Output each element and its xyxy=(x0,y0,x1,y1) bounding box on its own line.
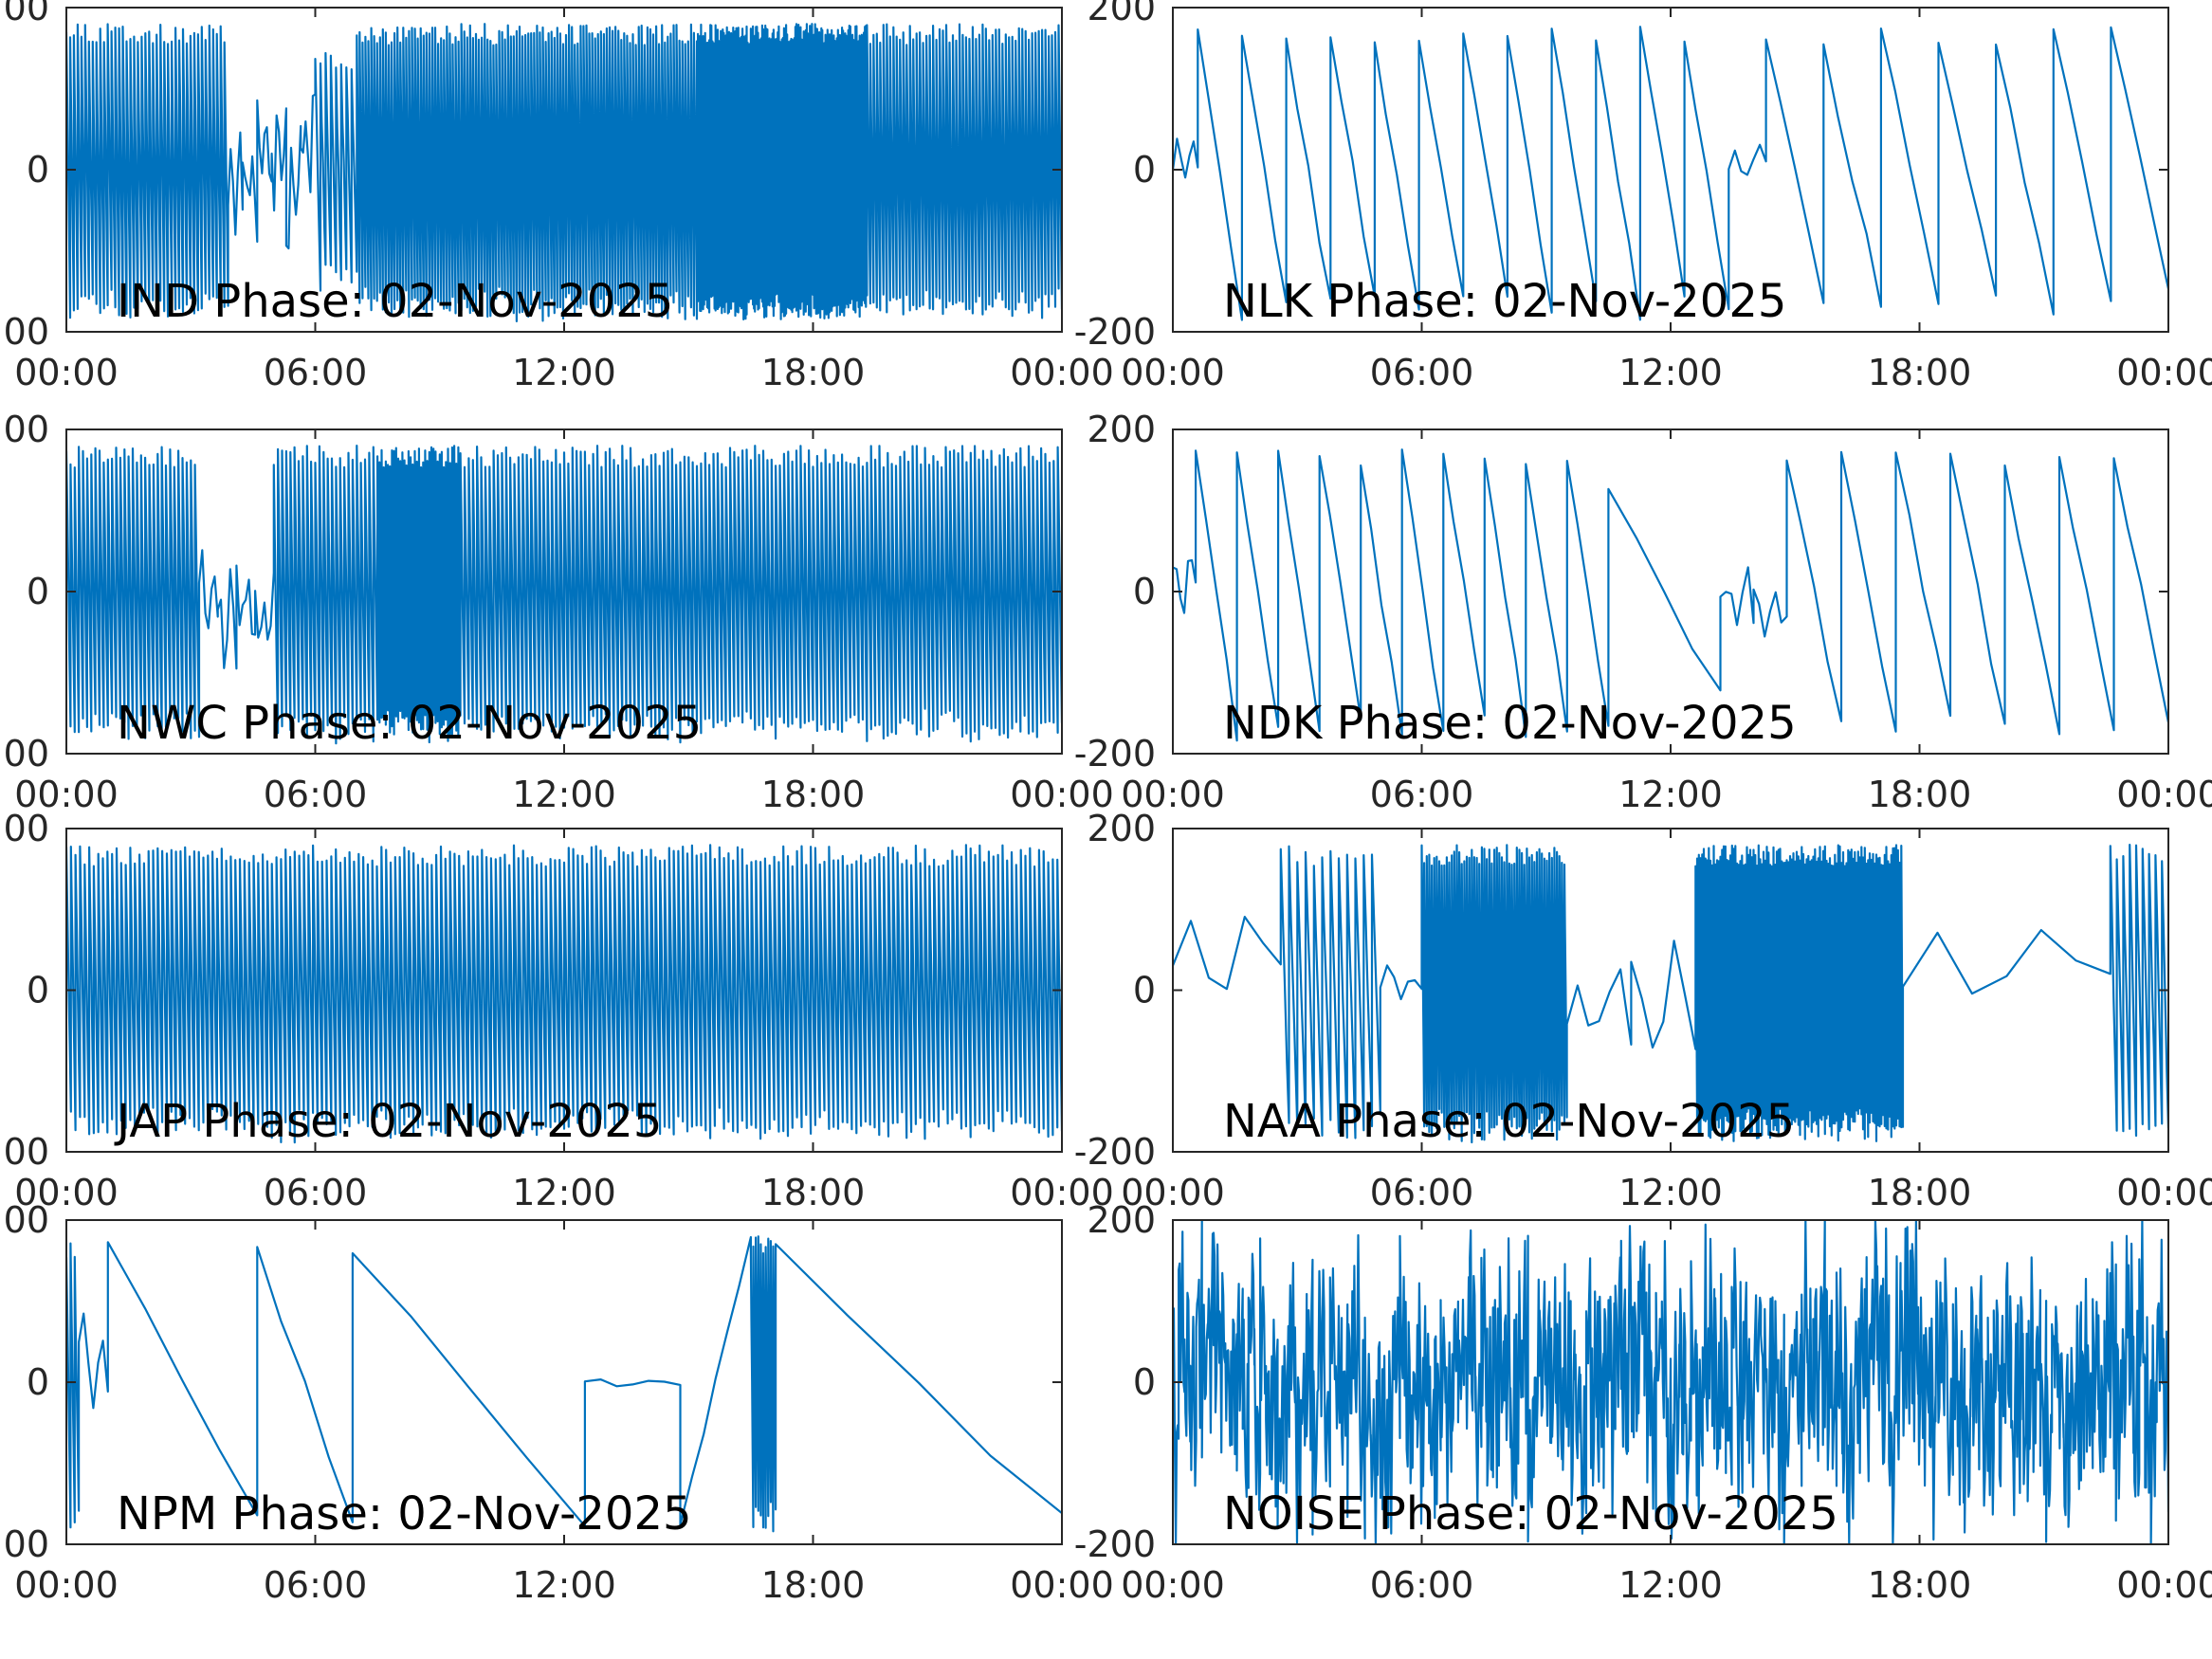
x-tick-label: 18:00 xyxy=(1868,774,1972,815)
x-tick-label: 12:00 xyxy=(1618,1564,1723,1606)
y-tick-label: 200 xyxy=(0,409,49,450)
y-tick-label: 0 xyxy=(1133,970,1156,1012)
x-tick-label: 18:00 xyxy=(1868,1564,1972,1606)
y-tick-label: 200 xyxy=(1087,0,1156,28)
x-tick-label: 18:00 xyxy=(761,1564,866,1606)
phase-series-line xyxy=(66,23,1062,322)
x-tick-label: 00:00 xyxy=(2116,1564,2212,1606)
plot-area xyxy=(66,1220,1062,1544)
phase-series-line xyxy=(1173,844,2168,1144)
x-tick-label: 00:00 xyxy=(14,774,119,815)
y-tick-label: 0 xyxy=(1133,1361,1156,1403)
x-tick-label: 12:00 xyxy=(512,1564,616,1606)
y-tick-label: 0 xyxy=(27,571,49,612)
x-tick-label: 18:00 xyxy=(761,774,866,815)
x-tick-label: 00:00 xyxy=(14,1172,119,1213)
y-tick-label: -200 xyxy=(0,733,49,775)
y-tick-label: 0 xyxy=(1133,149,1156,191)
x-tick-label: 00:00 xyxy=(1010,1564,1114,1606)
x-tick-label: 12:00 xyxy=(1618,1172,1723,1213)
plot-area xyxy=(1173,8,2168,332)
y-tick-label: 200 xyxy=(0,1199,49,1241)
y-tick-label: -200 xyxy=(1074,1131,1156,1173)
phase-series-line xyxy=(1173,26,2168,321)
x-tick-label: 06:00 xyxy=(264,352,368,393)
x-tick-label: 00:00 xyxy=(2116,1172,2212,1213)
y-tick-label: -200 xyxy=(0,1131,49,1173)
phase-series-line xyxy=(66,445,1062,745)
x-tick-label: 06:00 xyxy=(1370,1172,1474,1213)
panel-title: NDK Phase: 02-Nov-2025 xyxy=(1223,697,1797,750)
panel-title: NAA Phase: 02-Nov-2025 xyxy=(1223,1095,1795,1148)
x-tick-label: 12:00 xyxy=(512,774,616,815)
plot-area xyxy=(1173,429,2168,754)
y-tick-label: 200 xyxy=(1087,808,1156,849)
x-tick-label: 06:00 xyxy=(264,1564,368,1606)
x-tick-label: 18:00 xyxy=(1868,352,1972,393)
y-tick-label: -200 xyxy=(1074,1523,1156,1565)
x-tick-label: 00:00 xyxy=(1010,352,1114,393)
phase-series-line xyxy=(66,844,1062,1144)
x-tick-label: 06:00 xyxy=(1370,1564,1474,1606)
x-tick-label: 00:00 xyxy=(1121,1172,1225,1213)
phase-series-line xyxy=(1173,448,2168,742)
y-tick-label: -200 xyxy=(1074,311,1156,353)
y-tick-label: 200 xyxy=(1087,1199,1156,1241)
x-tick-label: 06:00 xyxy=(1370,774,1474,815)
phase-series-line xyxy=(66,1235,1062,1533)
x-tick-label: 12:00 xyxy=(1618,774,1723,815)
x-tick-label: 00:00 xyxy=(2116,352,2212,393)
y-tick-label: 0 xyxy=(1133,571,1156,612)
x-tick-label: 06:00 xyxy=(264,774,368,815)
phase-series-line xyxy=(1173,1220,2168,1544)
x-tick-label: 12:00 xyxy=(512,352,616,393)
panel-title: NWC Phase: 02-Nov-2025 xyxy=(117,697,702,750)
y-tick-label: 200 xyxy=(1087,409,1156,450)
y-tick-label: 0 xyxy=(27,1361,49,1403)
x-tick-label: 18:00 xyxy=(1868,1172,1972,1213)
x-tick-label: 18:00 xyxy=(761,352,866,393)
x-tick-label: 00:00 xyxy=(1010,1172,1114,1213)
panel-title: IND Phase: 02-Nov-2025 xyxy=(117,275,673,328)
x-tick-label: 00:00 xyxy=(1121,774,1225,815)
x-tick-label: 00:00 xyxy=(1010,774,1114,815)
panel-title: NPM Phase: 02-Nov-2025 xyxy=(117,1487,692,1540)
x-tick-label: 00:00 xyxy=(1121,352,1225,393)
x-tick-label: 00:00 xyxy=(1121,1564,1225,1606)
panel-title: NLK Phase: 02-Nov-2025 xyxy=(1223,275,1786,328)
x-tick-label: 06:00 xyxy=(1370,352,1474,393)
y-tick-label: -200 xyxy=(0,1523,49,1565)
x-tick-label: 06:00 xyxy=(264,1172,368,1213)
y-tick-label: 200 xyxy=(0,0,49,28)
x-tick-label: 18:00 xyxy=(761,1172,866,1213)
y-tick-label: 0 xyxy=(27,970,49,1012)
y-tick-label: 0 xyxy=(27,149,49,191)
y-tick-label: 200 xyxy=(0,808,49,849)
panel-title: JAP Phase: 02-Nov-2025 xyxy=(114,1095,662,1148)
x-tick-label: 12:00 xyxy=(1618,352,1723,393)
panel-title: NOISE Phase: 02-Nov-2025 xyxy=(1223,1487,1838,1540)
x-tick-label: 12:00 xyxy=(512,1172,616,1213)
y-tick-label: -200 xyxy=(0,311,49,353)
x-tick-label: 00:00 xyxy=(14,352,119,393)
x-tick-label: 00:00 xyxy=(14,1564,119,1606)
x-tick-label: 00:00 xyxy=(2116,774,2212,815)
y-tick-label: -200 xyxy=(1074,733,1156,775)
